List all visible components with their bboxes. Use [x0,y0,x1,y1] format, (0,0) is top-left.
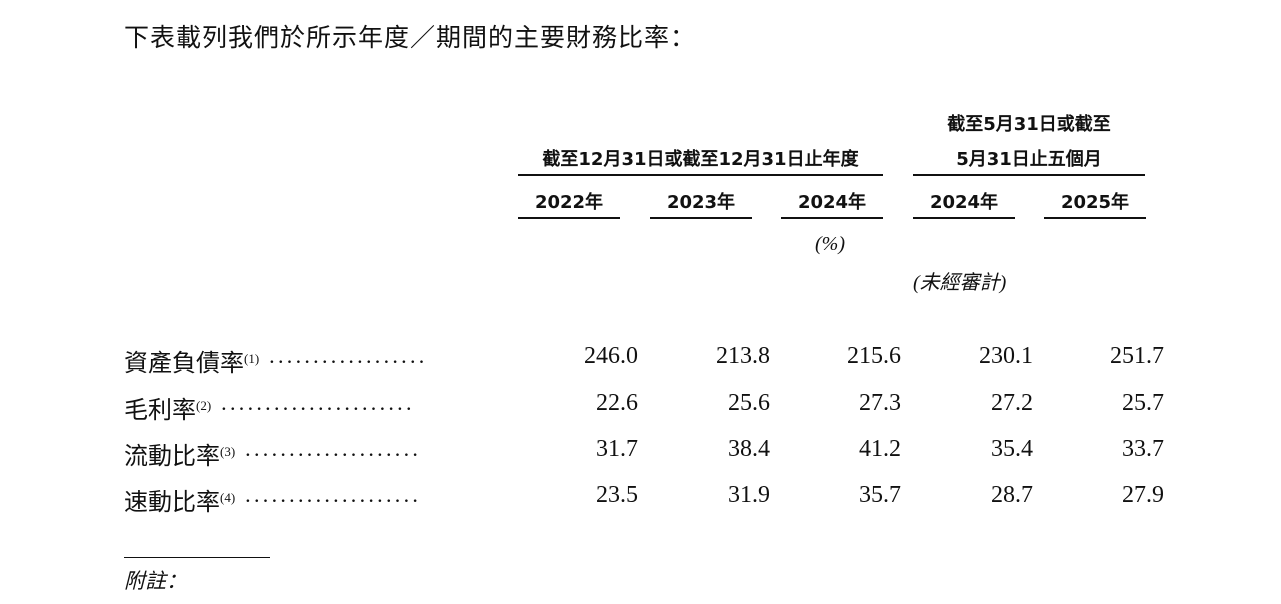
leader-dots: ...................... [221,390,415,415]
footnote-ref: (1) [244,351,260,366]
row-label: 速動比率 [124,490,220,516]
year-rule [913,217,1015,219]
table-cell: 25.6 [728,390,770,416]
table-row-label: 資產負債率(1).................. [124,343,484,378]
footnote-ref: (4) [220,490,236,505]
table-row-label: 速動比率(4).................... [124,482,484,517]
leader-dots: .................... [245,482,422,507]
table-cell: 27.3 [859,390,901,416]
year-header: 2022年 [534,192,604,213]
header-rule-annual [518,174,883,176]
table-cell: 230.1 [979,343,1033,369]
table-cell: 23.5 [596,482,638,508]
intro-text: 下表載列我們於所示年度／期間的主要財務比率： [124,25,697,52]
year-rule [1044,217,1146,219]
table-row-label: 毛利率(2)...................... [124,390,484,425]
year-header: 2025年 [1060,192,1130,213]
footnote-rule [124,557,270,558]
table-cell: 251.7 [1110,343,1164,369]
table-cell: 31.7 [596,436,638,462]
row-label: 資產負債率 [124,351,244,377]
table-cell: 33.7 [1122,436,1164,462]
unit-label: (%) [815,233,845,255]
footnote-ref: (2) [196,398,212,413]
row-label: 毛利率 [124,398,196,424]
header-annual: 截至12月31日或截至12月31日止年度 [542,149,859,170]
header-rule-interim [913,174,1145,176]
footnote-ref: (3) [220,444,236,459]
year-rule [518,217,620,219]
unaudited-label: (未經審計) [913,272,1007,294]
table-cell: 246.0 [584,343,638,369]
table-cell: 27.2 [991,390,1033,416]
table-cell: 28.7 [991,482,1033,508]
year-header: 2024年 [929,192,999,213]
year-header: 2024年 [797,192,867,213]
table-cell: 22.6 [596,390,638,416]
table-cell: 31.9 [728,482,770,508]
year-rule [650,217,752,219]
table-row-label: 流動比率(3).................... [124,436,484,471]
table-cell: 213.8 [716,343,770,369]
table-cell: 27.9 [1122,482,1164,508]
footnote-heading: 附註： [124,569,187,593]
year-rule [781,217,883,219]
header-interim-line2: 5月31日止五個月 [956,149,1102,170]
leader-dots: .................... [245,436,422,461]
table-cell: 35.4 [991,436,1033,462]
header-interim-line1: 截至5月31日或截至 [947,114,1111,135]
table-cell: 215.6 [847,343,901,369]
row-label: 流動比率 [124,444,220,470]
table-cell: 38.4 [728,436,770,462]
leader-dots: .................. [269,343,428,368]
table-cell: 25.7 [1122,390,1164,416]
table-cell: 41.2 [859,436,901,462]
table-cell: 35.7 [859,482,901,508]
year-header: 2023年 [666,192,736,213]
